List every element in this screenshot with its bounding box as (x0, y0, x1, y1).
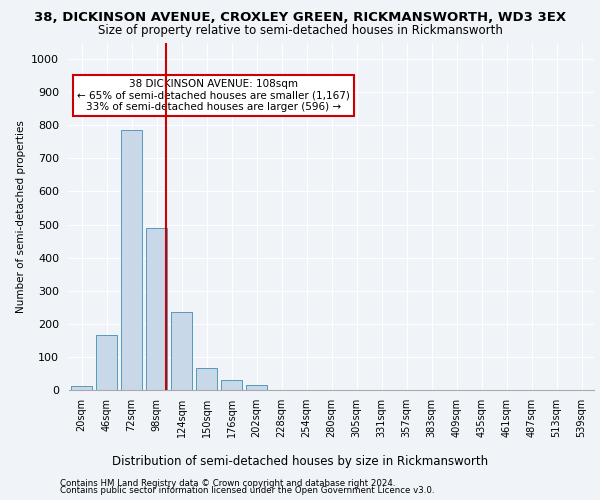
Bar (171, 312, 192, 390)
Text: Distribution of semi-detached houses by size in Rickmansworth: Distribution of semi-detached houses by … (112, 454, 488, 468)
Text: Contains public sector information licensed under the Open Government Licence v3: Contains public sector information licen… (60, 486, 434, 495)
Bar (96, 336, 117, 390)
Bar (121, 130, 142, 390)
Bar (146, 228, 167, 390)
Bar (196, 368, 217, 390)
Bar (221, 380, 242, 390)
Bar (246, 385, 267, 390)
Text: Size of property relative to semi-detached houses in Rickmansworth: Size of property relative to semi-detach… (98, 24, 502, 37)
Text: Contains HM Land Registry data © Crown copyright and database right 2024.: Contains HM Land Registry data © Crown c… (60, 478, 395, 488)
Text: 38, DICKINSON AVENUE, CROXLEY GREEN, RICKMANSWORTH, WD3 3EX: 38, DICKINSON AVENUE, CROXLEY GREEN, RIC… (34, 11, 566, 24)
Text: 38 DICKINSON AVENUE: 108sqm
← 65% of semi-detached houses are smaller (1,167)
33: 38 DICKINSON AVENUE: 108sqm ← 65% of sem… (77, 79, 350, 112)
Bar (71, 386, 92, 390)
Y-axis label: Number of semi-detached properties: Number of semi-detached properties (16, 120, 26, 312)
